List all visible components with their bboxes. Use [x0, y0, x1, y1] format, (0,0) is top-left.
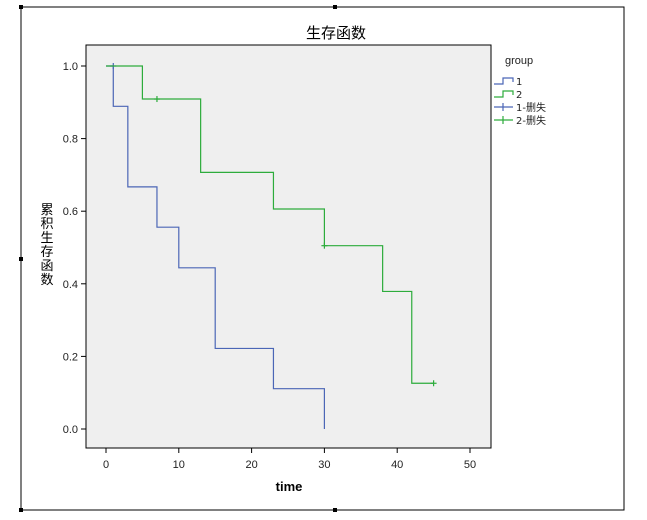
frame-handle-ml[interactable]: [19, 257, 23, 261]
x-tick-label: 50: [464, 459, 476, 471]
legend-title: group: [505, 55, 533, 67]
x-tick-label: 0: [103, 459, 109, 471]
legend-step-swatch: [494, 77, 514, 85]
y-tick-label: 0.4: [63, 279, 78, 291]
legend-entry: 2: [494, 90, 522, 101]
series-2-censor-mark: [321, 242, 328, 249]
y-axis-label-char: 积: [40, 217, 53, 232]
chart-title: 生存函数: [306, 24, 366, 42]
x-axis: 0 10 20 30 40 50: [103, 448, 476, 471]
legend-entry: 1: [494, 77, 522, 88]
y-axis-label-char: 存: [40, 245, 53, 260]
legend-label: 2: [516, 90, 522, 101]
y-axis-label-char: 函: [40, 259, 53, 274]
legend: group 1 21-删失2-删失: [494, 55, 546, 127]
legend-label: 1: [516, 77, 522, 88]
y-tick-label: 1.0: [63, 61, 78, 73]
frame-handle-bm[interactable]: [333, 508, 337, 512]
series-2-line: [106, 65, 434, 384]
frame-handle-tm[interactable]: [333, 5, 337, 9]
y-axis-label-char: 数: [40, 273, 53, 288]
y-tick-label: 0.0: [63, 424, 78, 436]
y-tick-label: 0.2: [63, 351, 78, 363]
x-tick-label: 30: [318, 459, 330, 471]
x-axis-label: time: [276, 479, 303, 494]
x-tick-label: 20: [245, 459, 257, 471]
legend-label: 1-删失: [516, 101, 546, 114]
legend-step-swatch: [494, 90, 514, 98]
series-2-censor-mark: [430, 380, 437, 387]
x-tick-label: 40: [391, 459, 403, 471]
y-axis-label-char: 生: [40, 231, 53, 246]
legend-label: 2-删失: [516, 114, 546, 127]
plot-area: [85, 44, 492, 449]
y-tick-label: 0.6: [63, 206, 78, 218]
series-layer: [106, 63, 437, 429]
frame-handle-tl[interactable]: [19, 5, 23, 9]
y-axis-label-char: 累: [40, 203, 53, 218]
series-1-line: [106, 65, 325, 429]
y-axis: 0.0 0.2 0.4 0.6 0.8 1.0: [63, 61, 86, 436]
x-tick-label: 10: [173, 459, 185, 471]
series-2-censor-mark: [153, 96, 160, 103]
legend-entry: 1-删失: [494, 101, 546, 114]
legend-entry: 2-删失: [494, 114, 546, 127]
frame-handle-bl[interactable]: [19, 508, 23, 512]
y-tick-label: 0.8: [63, 134, 78, 146]
